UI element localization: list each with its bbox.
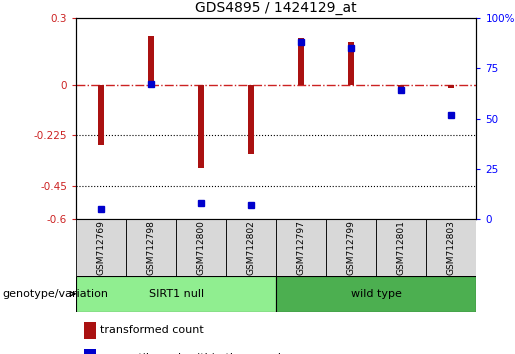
Bar <box>98 85 104 145</box>
Bar <box>126 219 176 276</box>
Title: GDS4895 / 1424129_at: GDS4895 / 1424129_at <box>196 1 357 15</box>
Text: GSM712802: GSM712802 <box>247 221 256 275</box>
Bar <box>148 36 154 85</box>
Bar <box>226 219 276 276</box>
Text: GSM712797: GSM712797 <box>297 220 306 275</box>
Text: GSM712803: GSM712803 <box>447 220 456 275</box>
Bar <box>398 85 404 88</box>
Bar <box>84 349 96 354</box>
Bar <box>84 322 96 339</box>
Bar <box>276 276 476 312</box>
Bar <box>76 219 126 276</box>
Bar <box>276 219 327 276</box>
Bar <box>176 219 226 276</box>
Text: GSM712801: GSM712801 <box>397 220 406 275</box>
Text: genotype/variation: genotype/variation <box>3 289 109 299</box>
Bar <box>348 42 354 85</box>
Text: transformed count: transformed count <box>100 325 204 335</box>
Text: GSM712799: GSM712799 <box>347 220 356 275</box>
Text: SIRT1 null: SIRT1 null <box>149 289 204 299</box>
Text: GSM712769: GSM712769 <box>97 220 106 275</box>
Text: wild type: wild type <box>351 289 402 299</box>
Text: percentile rank within the sample: percentile rank within the sample <box>100 353 288 354</box>
Bar <box>376 219 426 276</box>
Text: GSM712800: GSM712800 <box>197 220 206 275</box>
Bar <box>426 219 476 276</box>
Bar <box>198 85 204 168</box>
Bar <box>76 276 276 312</box>
Bar <box>327 219 376 276</box>
Bar <box>449 85 454 88</box>
Text: GSM712798: GSM712798 <box>147 220 156 275</box>
Bar <box>298 38 304 85</box>
Bar <box>248 85 254 154</box>
